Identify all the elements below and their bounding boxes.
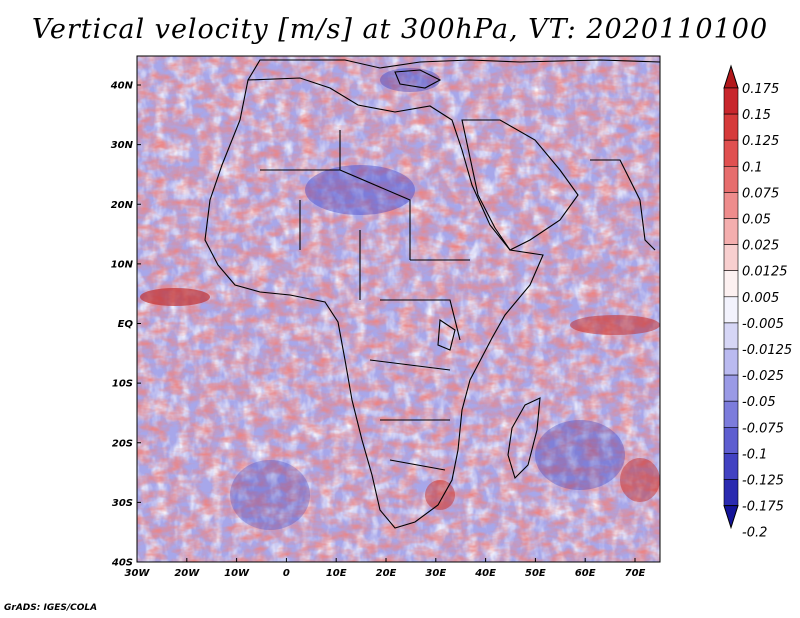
colorbar-label: -0.1 — [742, 447, 767, 462]
colorbar-top-arrow — [723, 64, 739, 89]
colorbar-label: 0.175 — [742, 82, 779, 97]
lon-label: 10E — [326, 568, 347, 579]
colorbar-segment — [723, 87, 739, 115]
map-frame — [136, 55, 661, 563]
lon-label: 70E — [625, 568, 646, 579]
lon-label: 10W — [224, 568, 250, 579]
colorbar-segment — [723, 192, 739, 219]
colorbar-label: 0.125 — [742, 134, 779, 149]
colorbar-label: -0.175 — [742, 500, 784, 515]
lon-label: 20E — [376, 568, 397, 579]
lon-label: 30W — [125, 568, 151, 579]
colorbar-label: 0.1 — [742, 160, 763, 175]
lat-label: 10S — [112, 379, 133, 390]
colorbar-label: 0.05 — [742, 213, 771, 228]
velocity-field — [137, 56, 660, 562]
colorbar-label: -0.075 — [742, 421, 784, 436]
lat-label: 40N — [110, 81, 134, 92]
colorbar-segment — [723, 400, 739, 428]
colorbar-segment — [723, 348, 739, 376]
colorbar-label: -0.0125 — [742, 343, 792, 358]
lon-label: 60E — [575, 568, 596, 579]
colorbar: 0.175 0.15 0.125 0.1 0.075 0.05 0.025 0.0125 0.0… — [723, 64, 792, 541]
footer-credit: GrADS: IGES/COLA — [4, 603, 98, 613]
coastlines — [204, 59, 660, 529]
colorbar-label: 0.075 — [742, 186, 779, 201]
lat-label: 10N — [111, 259, 134, 270]
colorbar-label: -0.05 — [742, 395, 776, 410]
lat-label: 30S — [112, 498, 133, 509]
colorbar-segment — [723, 453, 739, 480]
colorbar-label: -0.2 — [742, 526, 767, 541]
lat-label: EQ — [118, 319, 134, 330]
colorbar-bottom-arrow — [723, 505, 739, 530]
colorbar-label: 0.025 — [742, 239, 779, 254]
colorbar-segment — [723, 374, 739, 402]
colorbar-label: 0.005 — [742, 291, 779, 306]
longitude-axis: 30W 20W 10W 0 10E 20E 30E 40E 50E 60E 70E — [125, 558, 646, 579]
latitude-axis: 40N 30N 20N 10N EQ 10S 20S 30S 40S — [110, 81, 141, 569]
colorbar-segment — [723, 113, 739, 141]
colorbar-segment — [723, 244, 739, 272]
colorbar-label: -0.125 — [742, 474, 784, 489]
colorbar-label: -0.025 — [742, 369, 784, 384]
colorbar-segment — [723, 218, 739, 245]
lat-label: 20S — [112, 438, 133, 449]
lat-label: 20N — [111, 200, 134, 211]
lon-label: 40E — [474, 568, 496, 579]
lon-label: 20W — [174, 568, 200, 579]
colorbar-label: 0.0125 — [742, 265, 788, 280]
lat-label: 30N — [111, 140, 134, 151]
lat-label: 40S — [111, 558, 133, 569]
colorbar-segment — [723, 166, 739, 193]
colorbar-segment — [723, 296, 739, 324]
lon-label: 0 — [283, 568, 290, 579]
colorbar-segment — [723, 139, 739, 167]
colorbar-label: -0.005 — [742, 317, 784, 332]
colorbar-segment — [723, 479, 739, 506]
map-title: Vertical velocity [m/s] at 300hPa, VT: 2… — [31, 14, 769, 45]
colorbar-segment — [723, 270, 739, 298]
colorbar-label: 0.15 — [742, 108, 771, 123]
lon-label: 50E — [525, 568, 546, 579]
colorbar-segment — [723, 426, 739, 454]
lon-label: 30E — [425, 568, 446, 579]
colorbar-segment — [723, 322, 739, 350]
